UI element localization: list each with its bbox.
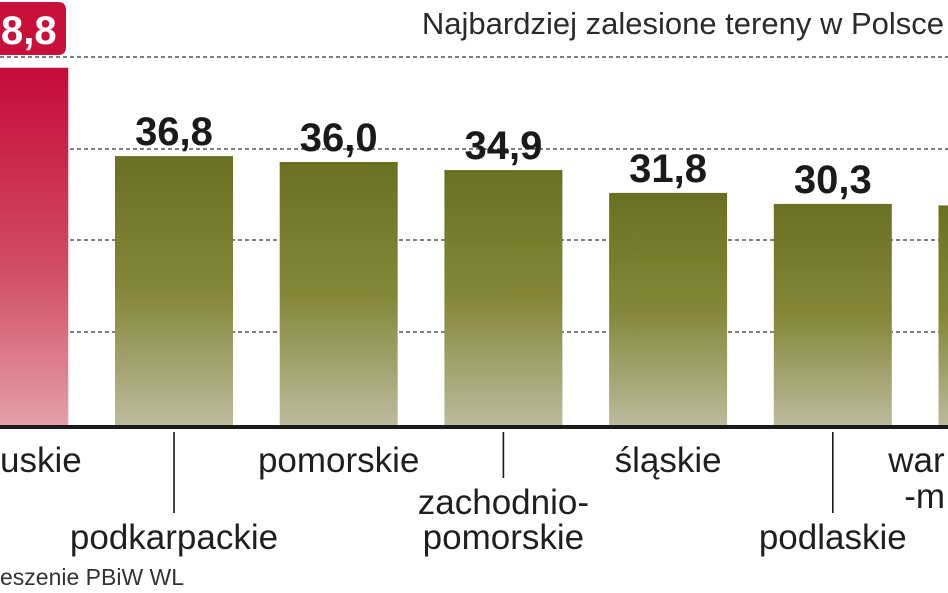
value-label-2: 36,0 [300, 116, 378, 160]
bar-3 [444, 170, 563, 428]
value-label-5: 30,3 [794, 158, 872, 202]
baseline-axis [0, 425, 948, 429]
bar-0 [0, 67, 69, 428]
category-label-6-line-0: war [887, 441, 945, 480]
value-label-3: 34,9 [464, 124, 542, 168]
category-label-5: podlaskie [759, 518, 907, 557]
category-label-0: uskie [0, 441, 82, 480]
category-labels: uskie podkarpackie pomorskiezachodnio-pomo… [0, 432, 945, 557]
bar-1 [115, 156, 233, 427]
value-badge [0, 2, 66, 55]
category-label-6-line-1: -m [904, 477, 945, 516]
bar-4 [609, 192, 728, 427]
bars [0, 67, 948, 428]
bar-5 [773, 203, 892, 427]
category-label-2: pomorskie [258, 441, 419, 480]
category-label-3-line-0: zachodnio- [418, 483, 589, 522]
value-label-1: 36,8 [135, 110, 213, 154]
category-label-1: podkarpackie [70, 518, 278, 557]
baseline [0, 425, 948, 429]
category-label-3-line-1: pomorskie [423, 518, 584, 557]
category-label-4: śląskie [615, 441, 722, 480]
source-note: eszenie PBiW WL [0, 564, 184, 590]
value-labels: 8,8 36,8 36,0 34,9 31,8 30,3 [0, 2, 872, 202]
value-label-0: 8,8 [1, 9, 57, 53]
value-label-4: 31,8 [629, 147, 707, 191]
bar-6 [938, 205, 948, 427]
bar-2 [279, 161, 398, 427]
chart-title: Najbardziej zalesione tereny w Polsce [422, 6, 944, 41]
